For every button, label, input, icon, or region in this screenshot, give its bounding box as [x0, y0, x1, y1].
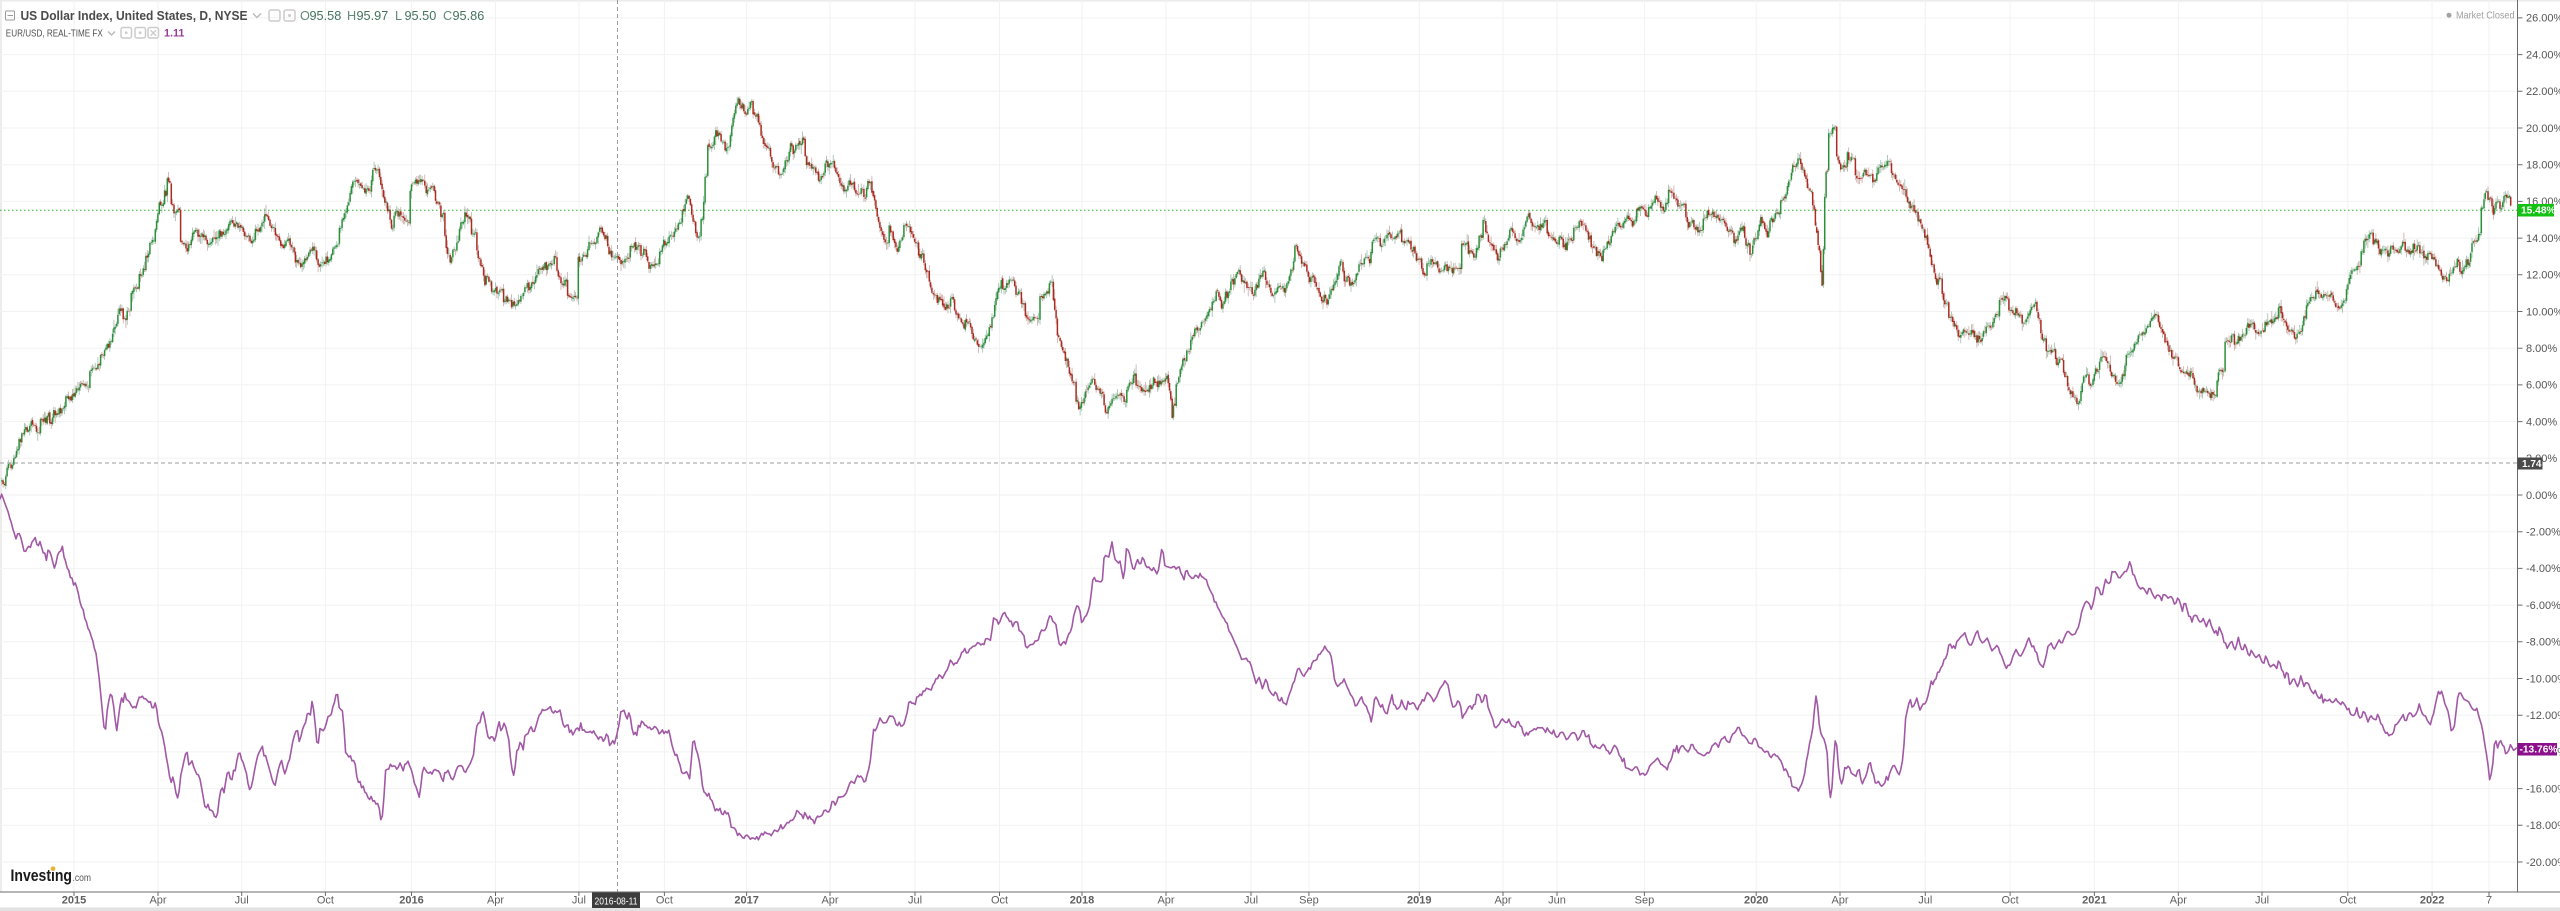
svg-text:15.48%: 15.48% [2521, 206, 2556, 217]
svg-text:2016: 2016 [399, 895, 423, 907]
svg-text:95.97: 95.97 [357, 9, 389, 23]
svg-text:-20.00%: -20.00% [2526, 857, 2560, 869]
svg-text:Jul: Jul [2255, 895, 2269, 907]
svg-text:Sep: Sep [1635, 895, 1655, 907]
svg-text:10.00%: 10.00% [2526, 306, 2560, 318]
svg-text:-13.76%: -13.76% [2520, 745, 2558, 756]
svg-text:2019: 2019 [1407, 895, 1431, 907]
svg-text:18.00%: 18.00% [2526, 160, 2560, 172]
svg-text:-4.00%: -4.00% [2526, 563, 2560, 575]
svg-text:Oct: Oct [2002, 895, 2019, 907]
svg-text:7: 7 [2486, 895, 2492, 907]
svg-text:Jun: Jun [1548, 895, 1566, 907]
svg-text:12.00%: 12.00% [2526, 270, 2560, 282]
svg-text:Apr: Apr [1494, 895, 1511, 907]
svg-text:2020: 2020 [1744, 895, 1768, 907]
svg-text:1.74: 1.74 [2522, 459, 2542, 470]
svg-text:Jul: Jul [1244, 895, 1258, 907]
svg-text:Jul: Jul [235, 895, 249, 907]
svg-text:Jul: Jul [572, 895, 586, 907]
svg-text:Apr: Apr [487, 895, 504, 907]
svg-text:Apr: Apr [821, 895, 838, 907]
svg-text:6.00%: 6.00% [2526, 380, 2557, 392]
svg-text:-18.00%: -18.00% [2526, 820, 2560, 832]
svg-text:-16.00%: -16.00% [2526, 783, 2560, 795]
svg-text:C: C [443, 9, 452, 23]
svg-text:2017: 2017 [734, 895, 758, 907]
svg-text:8.00%: 8.00% [2526, 343, 2557, 355]
svg-text:Oct: Oct [991, 895, 1008, 907]
svg-text:Jul: Jul [908, 895, 922, 907]
svg-text:22.00%: 22.00% [2526, 86, 2560, 98]
svg-text:Apr: Apr [1831, 895, 1848, 907]
svg-text:O: O [300, 9, 310, 23]
svg-text:2022: 2022 [2420, 895, 2444, 907]
svg-text:-2.00%: -2.00% [2526, 527, 2560, 539]
svg-text:1.11: 1.11 [164, 27, 184, 39]
svg-text:-6.00%: -6.00% [2526, 600, 2560, 612]
svg-text:Market Closed: Market Closed [2456, 11, 2515, 22]
svg-text:2015: 2015 [62, 895, 86, 907]
svg-text:Apr: Apr [149, 895, 166, 907]
svg-text:24.00%: 24.00% [2526, 49, 2560, 61]
svg-text:Jul: Jul [1918, 895, 1932, 907]
svg-text:95.86: 95.86 [453, 9, 485, 23]
svg-text:H: H [347, 9, 356, 23]
svg-text:Sep: Sep [1299, 895, 1319, 907]
svg-text:14.00%: 14.00% [2526, 233, 2560, 245]
svg-text:.com: .com [73, 873, 92, 884]
svg-text:-10.00%: -10.00% [2526, 673, 2560, 685]
svg-text:US Dollar Index, United States: US Dollar Index, United States, D, NYSE [21, 9, 248, 23]
svg-text:20.00%: 20.00% [2526, 123, 2560, 135]
svg-text:26.00%: 26.00% [2526, 13, 2560, 25]
svg-text:0.00%: 0.00% [2526, 490, 2557, 502]
svg-text:EUR/USD, REAL-TIME FX: EUR/USD, REAL-TIME FX [6, 28, 103, 39]
svg-text:95.58: 95.58 [310, 9, 342, 23]
svg-text:Apr: Apr [2170, 895, 2187, 907]
svg-text:2021: 2021 [2082, 895, 2106, 907]
svg-text:Oct: Oct [2339, 895, 2356, 907]
svg-text:Apr: Apr [1157, 895, 1174, 907]
svg-text:95.50: 95.50 [405, 9, 437, 23]
svg-text:Investing: Investing [11, 867, 73, 885]
svg-text:4.00%: 4.00% [2526, 416, 2557, 428]
svg-text:Oct: Oct [317, 895, 334, 907]
svg-text:Oct: Oct [656, 895, 673, 907]
svg-text:-8.00%: -8.00% [2526, 637, 2560, 649]
svg-text:-12.00%: -12.00% [2526, 710, 2560, 722]
svg-text:L: L [395, 9, 402, 23]
svg-text:2018: 2018 [1070, 895, 1094, 907]
svg-text:2016-08-11: 2016-08-11 [595, 896, 638, 907]
